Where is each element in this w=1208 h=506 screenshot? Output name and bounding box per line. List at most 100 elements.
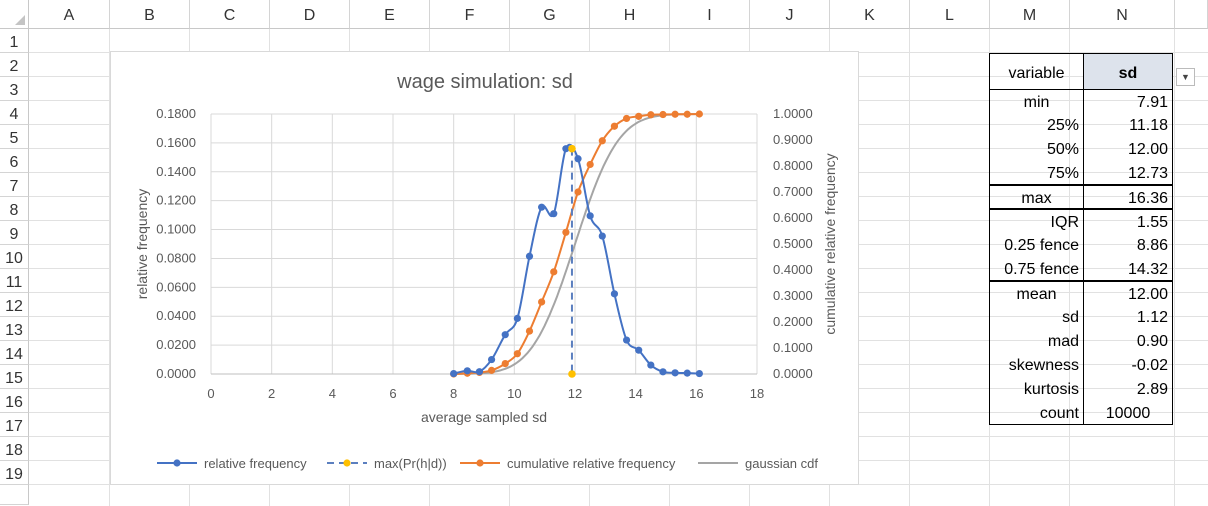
cumulative-point <box>647 111 655 119</box>
stats-row-value[interactable]: 12.73 <box>1083 161 1173 185</box>
relative-frequency-point <box>610 290 619 298</box>
stats-row-value[interactable]: 8.86 <box>1083 233 1173 257</box>
column-header-g[interactable]: G <box>510 0 590 29</box>
row-header-19[interactable]: 19 <box>0 461 29 485</box>
chevron-down-icon: ▼ <box>1181 72 1190 82</box>
cumulative-point <box>574 188 582 196</box>
relative-frequency-point <box>647 361 655 369</box>
stats-row-label[interactable]: 0.75 fence <box>989 257 1084 281</box>
stats-row-value-count[interactable]: 10000 <box>1083 401 1173 425</box>
stats-row-value[interactable]: 1.55 <box>1083 209 1173 233</box>
relative-frequency-point <box>586 212 594 220</box>
column-header-m[interactable]: M <box>990 0 1070 29</box>
stats-row-label[interactable]: kurtosis <box>989 377 1084 401</box>
row-header-11[interactable]: 11 <box>0 269 29 293</box>
cumulative-point <box>598 137 606 145</box>
column-gridline <box>1069 29 1070 506</box>
stats-row-value[interactable]: 12.00 <box>1083 281 1173 305</box>
stats-header-label[interactable]: variable <box>989 53 1084 90</box>
row-header-1[interactable]: 1 <box>0 29 29 53</box>
column-gridline <box>109 29 110 506</box>
column-header-i[interactable]: I <box>670 0 750 29</box>
x-tick-label: 0 <box>207 386 214 401</box>
y2-tick-label: 0.5000 <box>773 236 813 251</box>
stats-row-label[interactable]: sd <box>989 305 1084 329</box>
y2-tick-label: 0.1000 <box>773 340 813 355</box>
x-tick-label: 2 <box>268 386 275 401</box>
y-tick-label: 0.0000 <box>156 366 196 381</box>
column-header-a[interactable]: A <box>29 0 110 29</box>
column-header-c[interactable]: C <box>190 0 270 29</box>
row-header-13[interactable]: 13 <box>0 317 29 341</box>
column-header-j[interactable]: J <box>750 0 830 29</box>
row-header-12[interactable]: 12 <box>0 293 29 317</box>
row-header-3[interactable]: 3 <box>0 77 29 101</box>
relative-frequency-point <box>622 336 631 344</box>
column-header-k[interactable]: K <box>830 0 910 29</box>
x-tick-label: 12 <box>568 386 582 401</box>
series-relative-frequency-line <box>453 143 700 375</box>
relative-frequency-point <box>538 203 546 211</box>
y2-tick-label: 0.0000 <box>773 366 813 381</box>
stats-row-value[interactable]: 11.18 <box>1083 113 1173 137</box>
column-header-h[interactable]: H <box>590 0 670 29</box>
name-corner[interactable] <box>0 0 29 29</box>
column-header-d[interactable]: D <box>270 0 350 29</box>
y2-tick-label: 0.9000 <box>773 132 813 147</box>
stats-row-value[interactable]: 1.12 <box>1083 305 1173 329</box>
row-header-18[interactable]: 18 <box>0 437 29 461</box>
stats-row-label[interactable]: mean <box>989 281 1084 305</box>
relative-frequency-point <box>659 368 667 376</box>
stats-row-value[interactable]: -0.02 <box>1083 353 1173 377</box>
relative-frequency-point <box>513 314 521 322</box>
stats-row-value[interactable]: 7.91 <box>1083 89 1173 113</box>
relative-frequency-point <box>525 252 534 260</box>
max-point <box>568 144 576 153</box>
row-header-4[interactable]: 4 <box>0 101 29 125</box>
row-header-2[interactable]: 2 <box>0 53 29 77</box>
column-header-blank[interactable] <box>1175 0 1208 29</box>
stats-row-label[interactable]: min <box>989 89 1084 113</box>
row-header-8[interactable]: 8 <box>0 197 29 221</box>
row-header-17[interactable]: 17 <box>0 413 29 437</box>
relative-frequency-point <box>463 367 471 375</box>
stats-row-label[interactable]: 0.25 fence <box>989 233 1084 257</box>
column-header-b[interactable]: B <box>110 0 190 29</box>
stats-row-label[interactable]: 75% <box>989 161 1084 185</box>
stats-row-label[interactable]: mad <box>989 329 1084 353</box>
stats-row-label[interactable]: max <box>989 185 1084 209</box>
y-tick-label: 0.1600 <box>156 135 196 150</box>
stats-row-value[interactable]: 14.32 <box>1083 257 1173 281</box>
column-header-f[interactable]: F <box>430 0 510 29</box>
row-header-6[interactable]: 6 <box>0 149 29 173</box>
stats-row-label[interactable]: IQR <box>989 209 1084 233</box>
stats-row-value[interactable]: 0.90 <box>1083 329 1173 353</box>
row-header-5[interactable]: 5 <box>0 125 29 149</box>
x-tick-label: 10 <box>507 386 521 401</box>
x-tick-label: 8 <box>450 386 457 401</box>
column-header-l[interactable]: L <box>910 0 990 29</box>
column-header-e[interactable]: E <box>350 0 430 29</box>
stats-row-value[interactable]: 16.36 <box>1083 185 1173 209</box>
row-header-14[interactable]: 14 <box>0 341 29 365</box>
row-header-7[interactable]: 7 <box>0 173 29 197</box>
row-header-16[interactable]: 16 <box>0 389 29 413</box>
filter-dropdown-button[interactable]: ▼ <box>1176 68 1195 86</box>
stats-row-label[interactable]: skewness <box>989 353 1084 377</box>
row-header-partial[interactable] <box>0 485 29 505</box>
stats-row-label[interactable]: count <box>989 401 1084 425</box>
row-header-10[interactable]: 10 <box>0 245 29 269</box>
cumulative-point <box>610 122 619 130</box>
y-tick-label: 0.1200 <box>156 193 196 208</box>
stats-row-value[interactable]: 2.89 <box>1083 377 1173 401</box>
max-point <box>568 370 576 378</box>
stats-row-label[interactable]: 25% <box>989 113 1084 137</box>
stats-row-value[interactable]: 12.00 <box>1083 137 1173 161</box>
stats-header-value[interactable]: sd <box>1083 53 1173 90</box>
chart-area[interactable]: wage simulation: sd 0 2 4 6 8 10 12 14 16 18 0.0000… <box>110 51 859 485</box>
column-header-n[interactable]: N <box>1070 0 1175 29</box>
y-tick-label: 0.1000 <box>156 222 196 237</box>
row-header-9[interactable]: 9 <box>0 221 29 245</box>
stats-row-label[interactable]: 50% <box>989 137 1084 161</box>
row-header-15[interactable]: 15 <box>0 365 29 389</box>
